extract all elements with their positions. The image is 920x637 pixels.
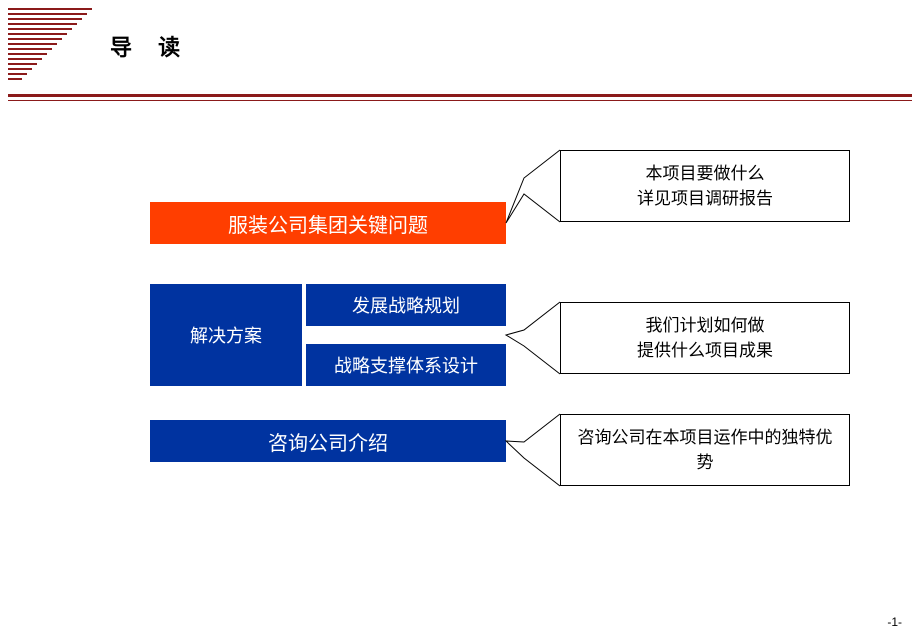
box-solution-label: 解决方案	[190, 322, 262, 348]
callout-line: 本项目要做什么	[646, 161, 765, 187]
box-strategy-plan: 发展战略规划	[306, 284, 506, 326]
box-company-intro: 咨询公司介绍	[150, 420, 506, 462]
connector-1	[506, 150, 560, 223]
callout-line: 咨询公司在本项目运作中的独特优势	[571, 425, 839, 476]
callout-3: 咨询公司在本项目运作中的独特优势	[560, 414, 850, 486]
box-strategy-plan-label: 发展战略规划	[352, 292, 460, 318]
page-number: -1-	[887, 615, 902, 629]
callout-1: 本项目要做什么详见项目调研报告	[560, 150, 850, 222]
box-company-intro-label: 咨询公司介绍	[268, 427, 388, 456]
box-support-system: 战略支撑体系设计	[306, 344, 506, 386]
page-title: 导 读	[110, 30, 190, 62]
connector-2	[506, 302, 560, 374]
rule-thick	[8, 94, 912, 97]
box-key-issues: 服装公司集团关键问题	[150, 202, 506, 244]
rule-thin	[8, 100, 912, 101]
box-key-issues-label: 服装公司集团关键问题	[228, 209, 428, 238]
connector-3	[506, 414, 560, 486]
callout-line: 详见项目调研报告	[637, 186, 773, 212]
callout-line: 提供什么项目成果	[637, 338, 773, 364]
box-support-system-label: 战略支撑体系设计	[334, 352, 478, 378]
box-solution: 解决方案	[150, 284, 302, 386]
callout-2: 我们计划如何做提供什么项目成果	[560, 302, 850, 374]
corner-decoration	[8, 8, 92, 83]
callout-line: 我们计划如何做	[646, 313, 765, 339]
